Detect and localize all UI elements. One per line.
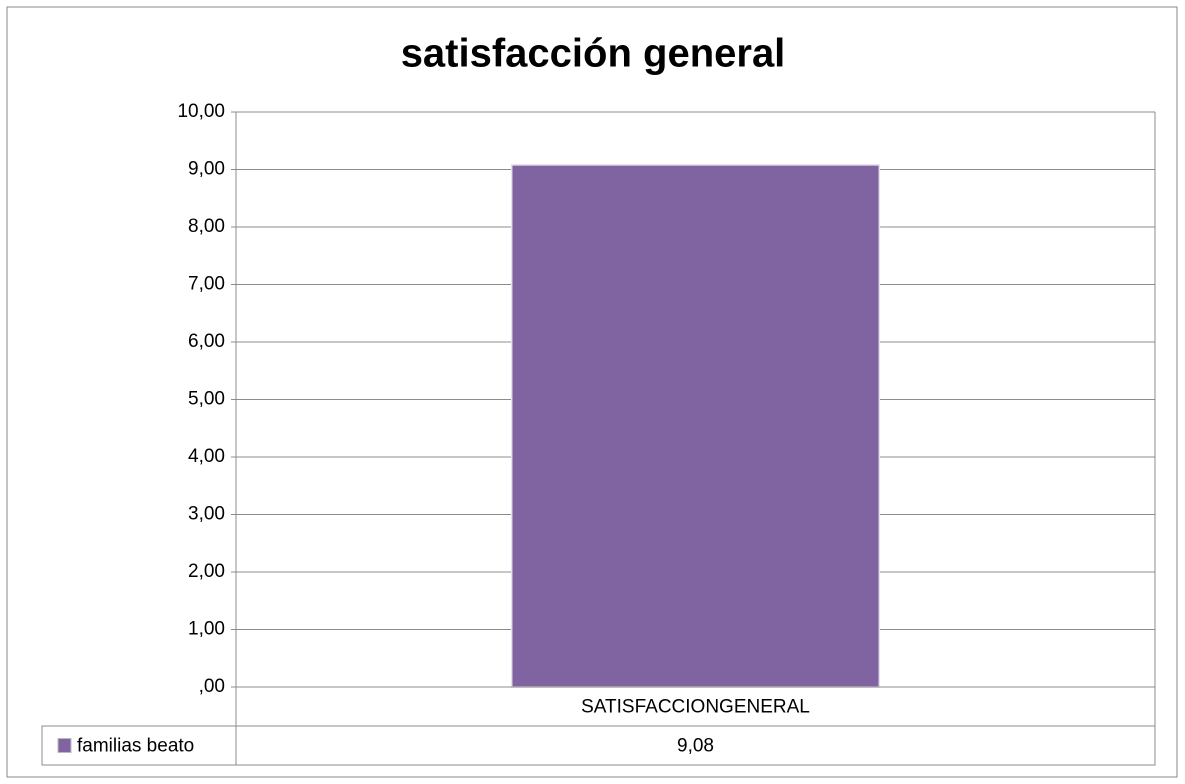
y-tick-label: 10,00 — [177, 101, 225, 122]
y-tick-label: 3,00 — [188, 504, 225, 525]
y-tick-label: 4,00 — [188, 446, 225, 467]
y-tick-label: 9,00 — [188, 159, 225, 180]
y-tick-label: ,00 — [199, 676, 225, 697]
y-tick-label: 7,00 — [188, 274, 225, 295]
y-tick-label: 2,00 — [188, 561, 225, 582]
bar — [510, 164, 881, 688]
y-tick-label: 6,00 — [188, 331, 225, 352]
legend-key — [57, 738, 72, 753]
data-table-value: 9,08 — [677, 736, 714, 757]
y-tick-label: 8,00 — [188, 216, 225, 237]
y-tick-label: 5,00 — [188, 389, 225, 410]
legend-label: familias beato — [77, 736, 194, 757]
chart-title: satisfacción general — [401, 32, 786, 76]
data-table-value-row — [41, 725, 1156, 766]
y-tick-label: 1,00 — [188, 619, 225, 640]
x-category-label: SATISFACCIONGENERAL — [581, 697, 810, 718]
